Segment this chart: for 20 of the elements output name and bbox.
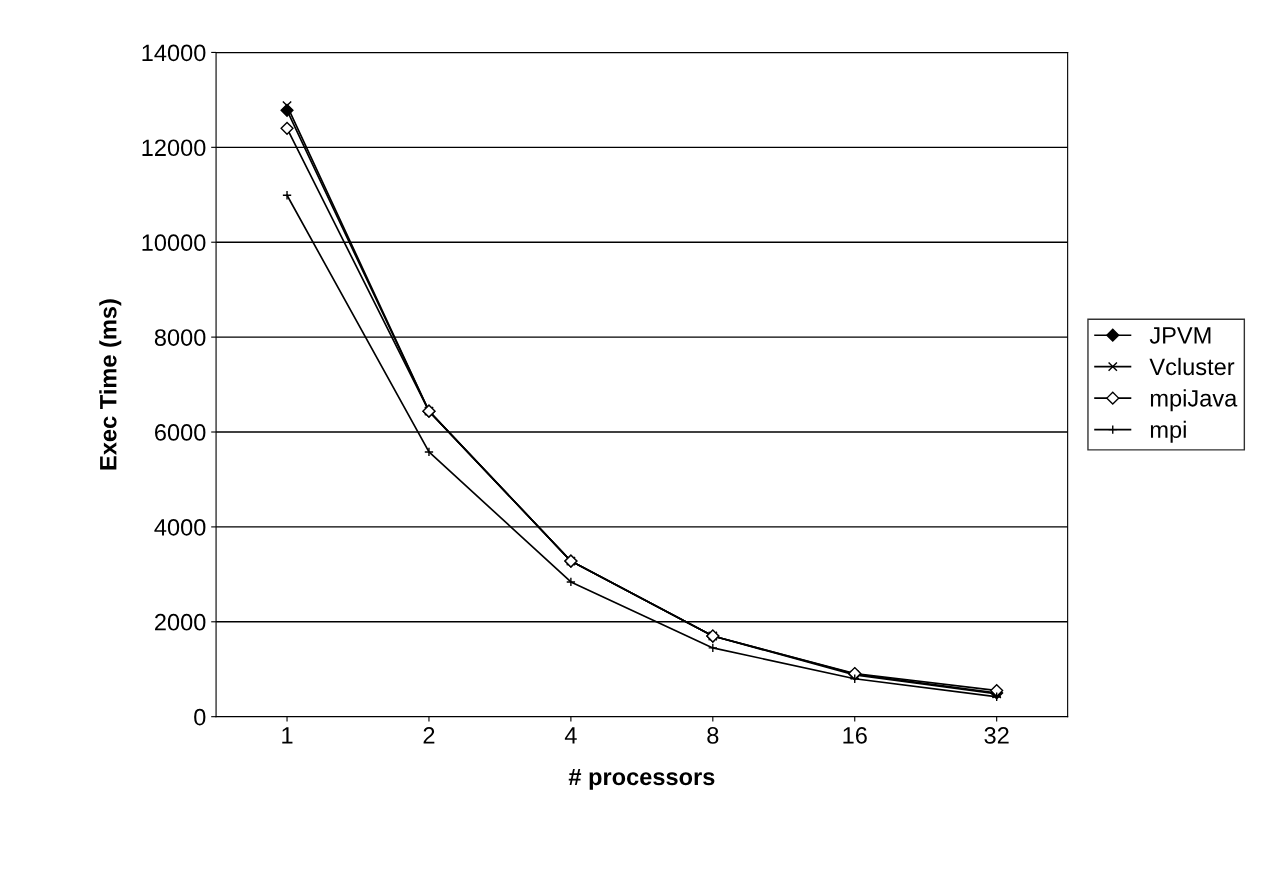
x-tick-label: 32 — [984, 727, 1009, 744]
y-tick-label: 10000 — [142, 234, 206, 252]
x-axis-title: # processors — [568, 768, 715, 790]
legend-label: JPVM — [1149, 327, 1211, 344]
y-tick-label: 14000 — [142, 44, 206, 62]
legend-label: mpi — [1150, 420, 1186, 443]
x-tick-label: 1 — [282, 727, 293, 744]
x-tick-label: 2 — [423, 727, 435, 744]
y-tick-label: 2000 — [155, 613, 206, 631]
legend-label: Vcluster — [1149, 357, 1235, 376]
y-tick-label: 4000 — [154, 518, 206, 536]
legend-label: mpiJava — [1150, 389, 1238, 412]
x-tick-label: 4 — [564, 727, 577, 744]
y-tick-label: 0 — [194, 708, 206, 726]
x-tick-label: 16 — [843, 727, 867, 744]
y-tick-label: 6000 — [155, 424, 206, 441]
x-tick-label: 8 — [707, 727, 719, 744]
y-tick-label: 8000 — [154, 329, 206, 346]
y-axis-title: Exec Time (ms) — [99, 299, 122, 470]
y-tick-label: 12000 — [142, 139, 206, 157]
